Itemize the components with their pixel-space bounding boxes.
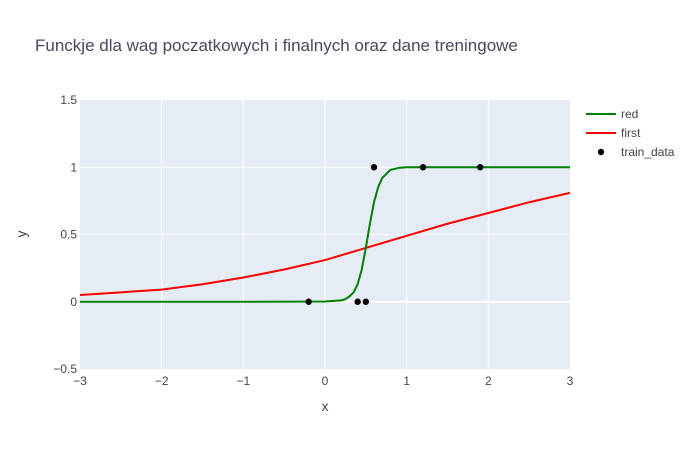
train-data-point <box>370 164 378 171</box>
x-tick-label: 0 <box>322 374 329 388</box>
train-data-point <box>305 298 312 305</box>
x-tick-label: 2 <box>485 374 492 388</box>
legend-swatch-marker <box>597 148 605 156</box>
train-data-point <box>354 298 361 305</box>
x-tick-label: −1 <box>236 374 250 388</box>
x-tick-label: −2 <box>155 374 169 388</box>
series-line-first <box>80 191 570 297</box>
legend-item-first[interactable]: first <box>586 126 641 140</box>
y-tick-label: 1 <box>70 160 77 174</box>
series-line-red <box>80 166 570 303</box>
x-tick-label: −3 <box>73 374 87 388</box>
train-data-point <box>362 298 370 305</box>
y-axis-label: y <box>13 231 29 238</box>
chart-title: Funckje dla wag poczatkowych i finalnych… <box>35 36 518 55</box>
y-tick-label: 0.5 <box>60 228 77 242</box>
plot-series <box>80 164 570 305</box>
x-tick-label: 3 <box>567 374 574 388</box>
y-tick-label: −0.5 <box>53 362 77 376</box>
legend-item-red[interactable]: red <box>586 107 638 121</box>
x-tick-label: 1 <box>403 374 410 388</box>
legend-label: red <box>621 107 638 121</box>
legend-item-train_data[interactable]: train_data <box>597 145 675 159</box>
train-data-point <box>419 164 427 171</box>
plot-clip-group <box>80 166 570 303</box>
train-data-point <box>476 164 484 171</box>
x-axis-label: x <box>322 398 329 414</box>
tick-labels: −3 −2 −1 0 1 2 3 −0.5 0 0.5 1 1.5 <box>53 93 573 388</box>
y-tick-label: 0 <box>70 295 77 309</box>
legend-label: first <box>621 126 641 140</box>
legend[interactable]: red first train_data <box>586 107 675 159</box>
legend-label: train_data <box>621 145 675 159</box>
y-tick-label: 1.5 <box>60 93 77 107</box>
